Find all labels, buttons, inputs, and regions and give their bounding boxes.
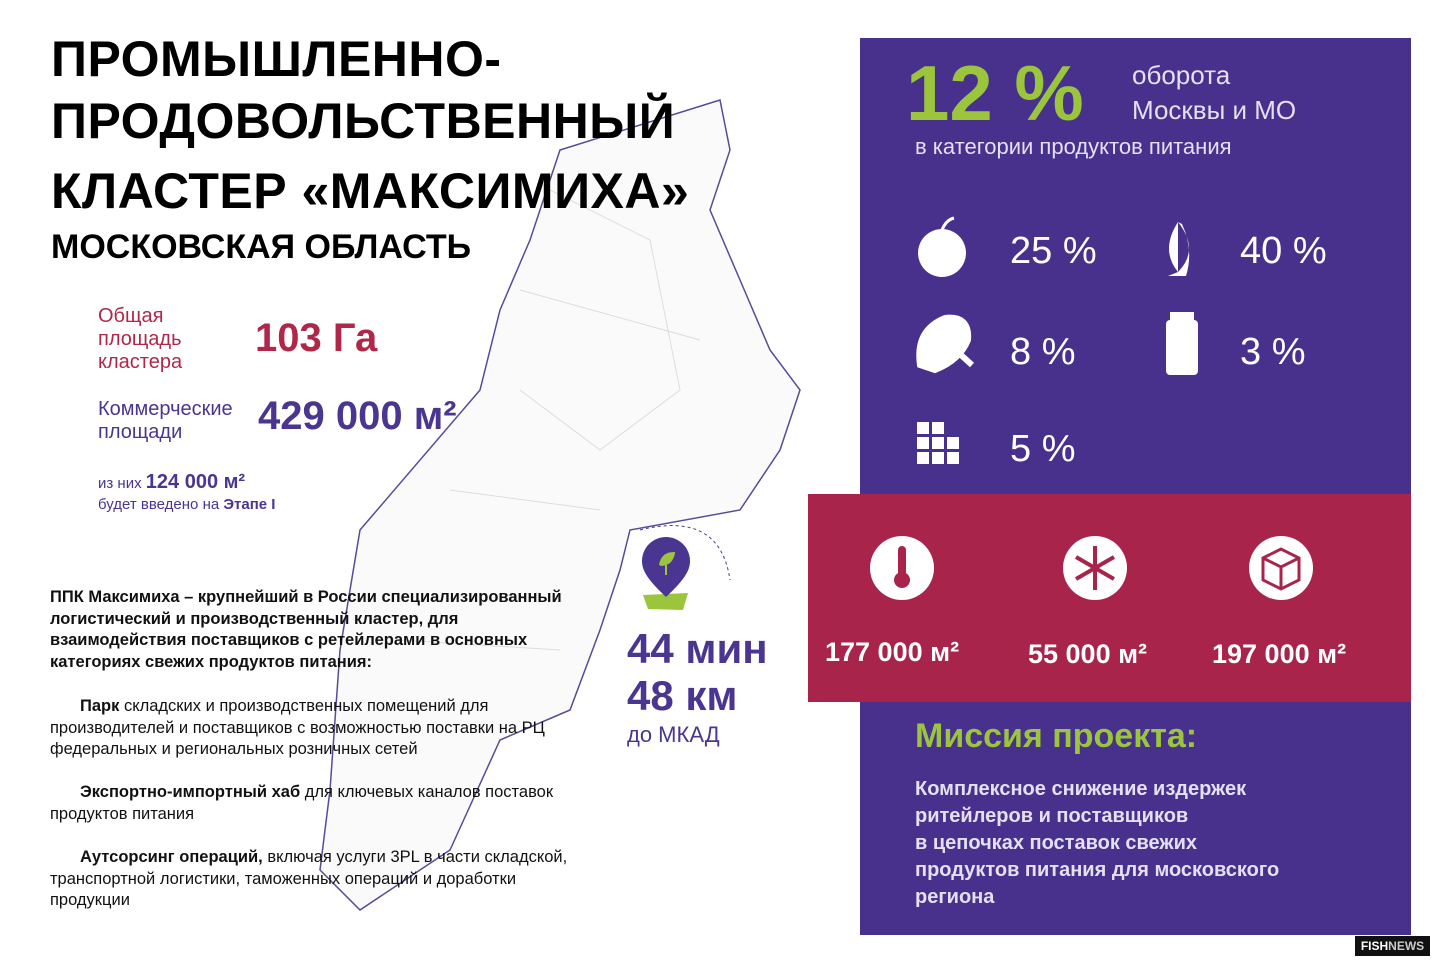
line: региона xyxy=(915,886,995,908)
category-value: 8 % xyxy=(1010,331,1076,373)
bullet: Экспортно-импортный хаб для ключевых кан… xyxy=(50,782,570,825)
line: Комплексное снижение издержек xyxy=(915,778,1247,800)
category-value: 3 % xyxy=(1240,331,1306,373)
logo-part: FISH xyxy=(1360,939,1389,953)
text: включая услуги 3PL в части складской, тр… xyxy=(50,848,568,909)
mission-text: Комплексное снижение издержек ритейлеров… xyxy=(915,776,1279,911)
category-value: 5 % xyxy=(1010,428,1076,470)
title-line: ПРОМЫШЛЕННО- xyxy=(51,31,502,87)
bold: Парк xyxy=(80,697,120,715)
map xyxy=(319,99,801,911)
logo-part: NEWS xyxy=(1388,939,1425,953)
share-text: в категории продуктов питания xyxy=(915,134,1232,159)
text: будет введено на xyxy=(98,496,220,513)
share-text: Москвы и МО xyxy=(1132,95,1297,125)
share-text: оборота xyxy=(1132,60,1231,90)
bullet: Аутсорсинг операций, включая услуги 3PL … xyxy=(50,847,570,912)
area-icons xyxy=(870,536,1313,600)
label-line: кластера xyxy=(98,351,183,373)
category-value: 40 % xyxy=(1240,230,1327,272)
pin-icon xyxy=(642,537,690,610)
text: из них xyxy=(98,475,142,492)
bold: Экспортно-импортный хаб xyxy=(80,783,301,801)
title-line: ПРОДОВОЛЬСТВЕННЫЙ xyxy=(51,93,676,149)
bold: Аутсорсинг операций, xyxy=(80,848,263,866)
logo: FISHNEWS xyxy=(1355,936,1430,956)
title-line: КЛАСТЕР «МАКСИМИХА» xyxy=(51,163,690,219)
label-line: площадь xyxy=(98,328,182,350)
stat-value: 429 000 м² xyxy=(258,394,457,438)
area-value: 55 000 м² xyxy=(1028,639,1148,669)
stat-value: 103 Га xyxy=(255,316,378,360)
line: ритейлеров и поставщиков xyxy=(915,805,1189,827)
mission-title: Миссия проекта: xyxy=(915,717,1198,755)
text: складских и производственных помещений д… xyxy=(50,697,545,758)
category-icons xyxy=(916,216,1198,464)
share-value: 12 % xyxy=(906,49,1084,137)
line: в цепочках поставок свежих xyxy=(915,832,1197,854)
label-line: площади xyxy=(98,421,183,443)
label-line: Коммерческие xyxy=(98,398,233,420)
stat-label: Коммерческие площади xyxy=(98,398,233,444)
category-value: 25 % xyxy=(1010,230,1097,272)
text: Этапе I xyxy=(223,496,276,513)
area-value: 197 000 м² xyxy=(1212,639,1347,669)
stage-note: из них 124 000 м² будет введено на Этапе… xyxy=(98,472,275,515)
subtitle: МОСКОВСКАЯ ОБЛАСТЬ xyxy=(51,228,472,266)
label-line: Общая xyxy=(98,305,164,327)
time: 44 мин xyxy=(627,625,768,672)
bullet: Парк складских и производственных помеще… xyxy=(50,696,570,761)
line: продуктов питания для московского xyxy=(915,859,1280,881)
distance-note: до МКАД xyxy=(627,722,720,747)
distance: 48 км xyxy=(627,672,738,719)
right-panel xyxy=(860,38,1411,935)
intro: ППК Максимиха – крупнейший в России спец… xyxy=(50,588,562,671)
stat-label: Общая площадь кластера xyxy=(98,305,182,374)
text: для ключевых каналов поставок продуктов … xyxy=(50,783,554,823)
text: 124 000 м² xyxy=(145,471,246,493)
area-value: 177 000 м² xyxy=(825,637,960,667)
